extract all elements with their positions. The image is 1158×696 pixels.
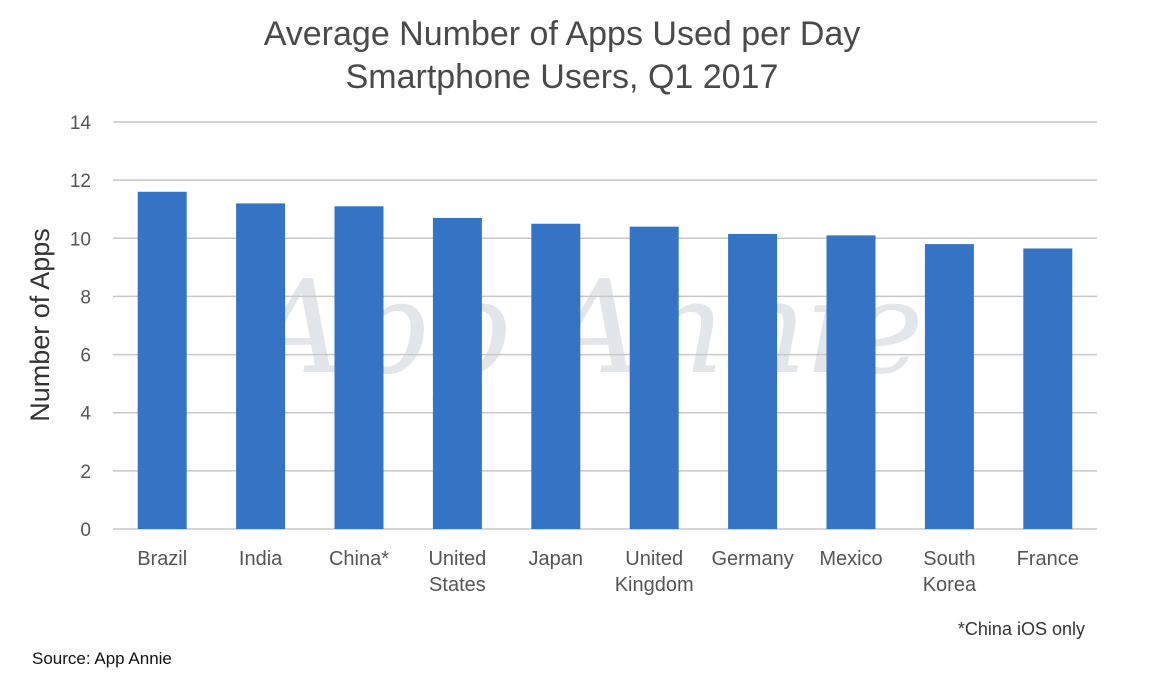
y-tick-label: 2 xyxy=(80,462,91,483)
x-tick-label: Korea xyxy=(923,574,977,596)
source-note: Source: App Annie xyxy=(32,649,172,668)
bar xyxy=(924,244,974,529)
x-tick-label: South xyxy=(923,548,975,570)
bar xyxy=(334,206,384,530)
y-axis-label: Number of Apps xyxy=(25,228,55,422)
y-tick-label: 0 xyxy=(80,520,91,541)
x-tick-label: India xyxy=(239,548,283,570)
bar xyxy=(531,223,581,529)
bar xyxy=(137,191,187,529)
x-tick-label: France xyxy=(1017,548,1079,570)
x-tick-label: Japan xyxy=(529,548,584,570)
bar xyxy=(728,233,778,530)
bar xyxy=(826,235,876,529)
footnote: *China iOS only xyxy=(958,619,1085,639)
x-tick-label: United xyxy=(428,548,486,570)
y-tick-label: 12 xyxy=(70,171,91,192)
bar xyxy=(1023,248,1073,530)
y-tick-labels: 0 2 4 6 8 10 12 14 xyxy=(70,113,92,541)
y-tick-label: 6 xyxy=(80,346,91,367)
x-tick-label: States xyxy=(429,574,486,596)
y-tick-label: 14 xyxy=(70,113,92,134)
x-tick-label: Mexico xyxy=(819,548,882,570)
y-tick-label: 10 xyxy=(70,229,91,250)
y-tick-label: 4 xyxy=(80,404,91,425)
x-tick-label: Kingdom xyxy=(615,574,694,596)
bar xyxy=(432,217,482,529)
x-tick-label: United xyxy=(625,548,683,570)
x-tick-label: Germany xyxy=(711,548,793,570)
y-tick-label: 8 xyxy=(80,287,91,308)
x-tick-label: China* xyxy=(329,548,389,570)
x-tick-labels: Brazil India China* United States Japan United… xyxy=(137,548,1079,596)
bar xyxy=(236,203,286,529)
x-tick-label: Brazil xyxy=(137,548,187,570)
bars xyxy=(137,191,1073,530)
chart-title-line-2: Smartphone Users, Q1 2017 xyxy=(346,58,779,96)
bar xyxy=(629,226,679,529)
chart-title-line-1: Average Number of Apps Used per Day xyxy=(264,15,861,53)
